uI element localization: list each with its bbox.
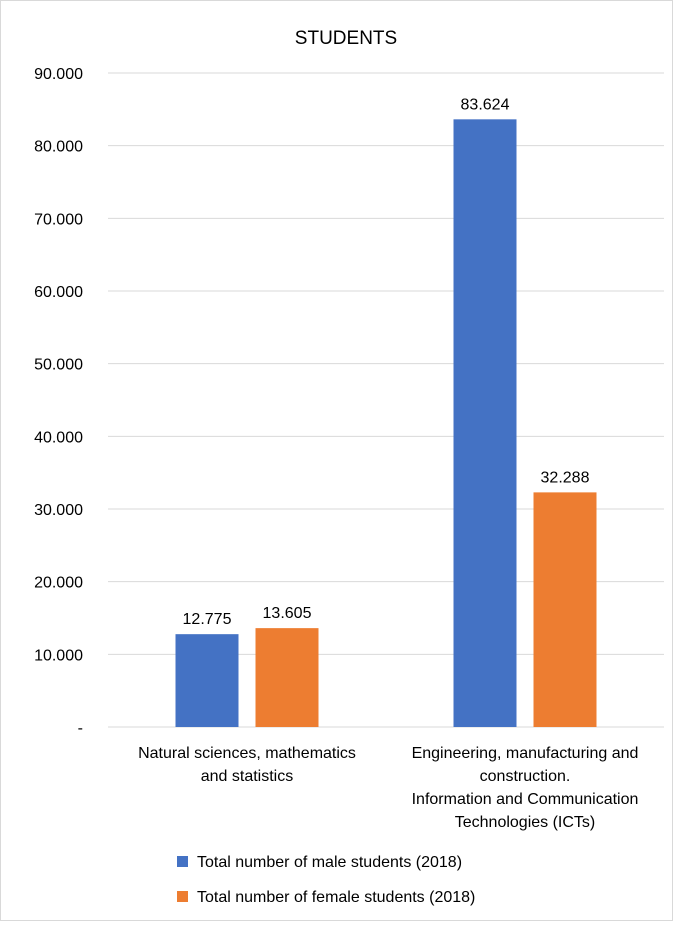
y-tick-label: 90.000 (34, 66, 83, 83)
category-label: Natural sciences, mathematics (138, 745, 356, 762)
category-label: Information and Communication (412, 791, 639, 808)
y-tick-label: 10.000 (34, 647, 83, 664)
legend-label: Total number of male students (2018) (197, 854, 462, 871)
y-tick-label: 20.000 (34, 575, 83, 592)
bar-male-0 (175, 634, 239, 727)
category-label: Technologies (ICTs) (455, 814, 596, 831)
y-tick-label: - (78, 720, 83, 737)
legend: Total number of male students (2018) Tota… (177, 854, 475, 906)
legend-swatch (177, 856, 188, 867)
data-label: 83.624 (461, 96, 510, 113)
bar-male-1 (453, 119, 517, 727)
data-labels: 12.775 83.624 13.605 32.288 (183, 96, 590, 628)
y-tick-label: 60.000 (34, 284, 83, 301)
y-axis-tick-labels: - 10.000 20.000 30.000 40.000 50.000 60.000 70.… (34, 66, 83, 737)
y-tick-label: 30.000 (34, 502, 83, 519)
y-tick-label: 40.000 (34, 429, 83, 446)
bar-female-0 (255, 628, 319, 727)
bar-female-1 (533, 492, 597, 727)
data-label: 12.775 (183, 611, 232, 628)
bars (175, 119, 597, 727)
data-label: 32.288 (541, 469, 590, 486)
x-axis-category-labels: Natural sciences, mathematics and statist… (138, 745, 638, 831)
chart-title: STUDENTS (295, 28, 397, 49)
legend-swatch (177, 891, 188, 902)
y-tick-label: 50.000 (34, 357, 83, 374)
category-label: Engineering, manufacturing and (412, 745, 639, 762)
category-label: and statistics (201, 768, 293, 785)
y-tick-label: 80.000 (34, 139, 83, 156)
category-label: construction. (480, 768, 571, 785)
data-label: 13.605 (263, 605, 312, 622)
y-tick-label: 70.000 (34, 211, 83, 228)
legend-label: Total number of female students (2018) (197, 889, 475, 906)
